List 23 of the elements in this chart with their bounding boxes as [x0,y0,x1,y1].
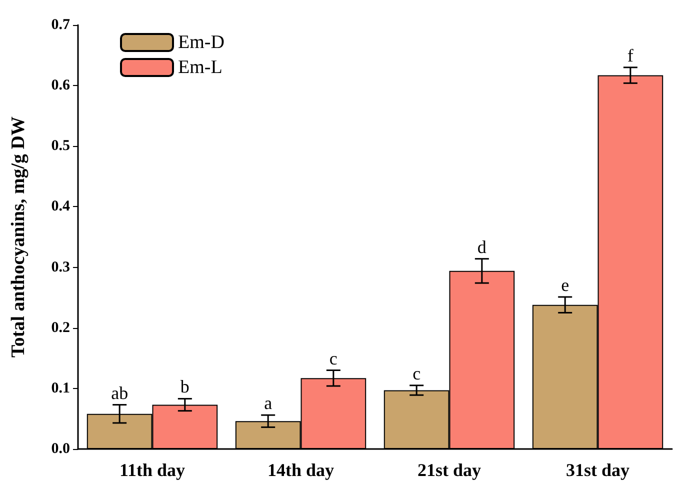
annotation: c [329,348,338,368]
y-tick-label: 0.5 [51,138,70,154]
y-tick-label: 0.1 [51,380,70,396]
y-axis-title: Total anthocyanins, mg/g DW [8,116,29,358]
annotation: a [264,393,272,414]
y-tick-label: 0.4 [51,198,70,215]
x-tick-label: 11th day [119,460,186,480]
y-tick-label: 0.0 [51,441,70,457]
annotation: b [180,376,190,397]
y-tick-label: 0.7 [51,17,70,33]
x-tick-label: 31st day [566,460,630,480]
x-tick-label: 21st day [417,460,482,480]
annotation: f [627,45,634,66]
annotation: c [412,363,421,384]
x-tick-label: 14th day [267,460,334,480]
y-tick-label: 0.2 [51,320,70,336]
annotation: d [477,236,486,257]
legend-label: Em-D [178,32,224,53]
annotation: e [561,274,570,295]
y-tick-label: 0.3 [51,259,70,276]
legend-label: Em-L [178,57,222,78]
annotation: ab [111,382,128,403]
y-tick-label: 0.6 [51,78,70,94]
